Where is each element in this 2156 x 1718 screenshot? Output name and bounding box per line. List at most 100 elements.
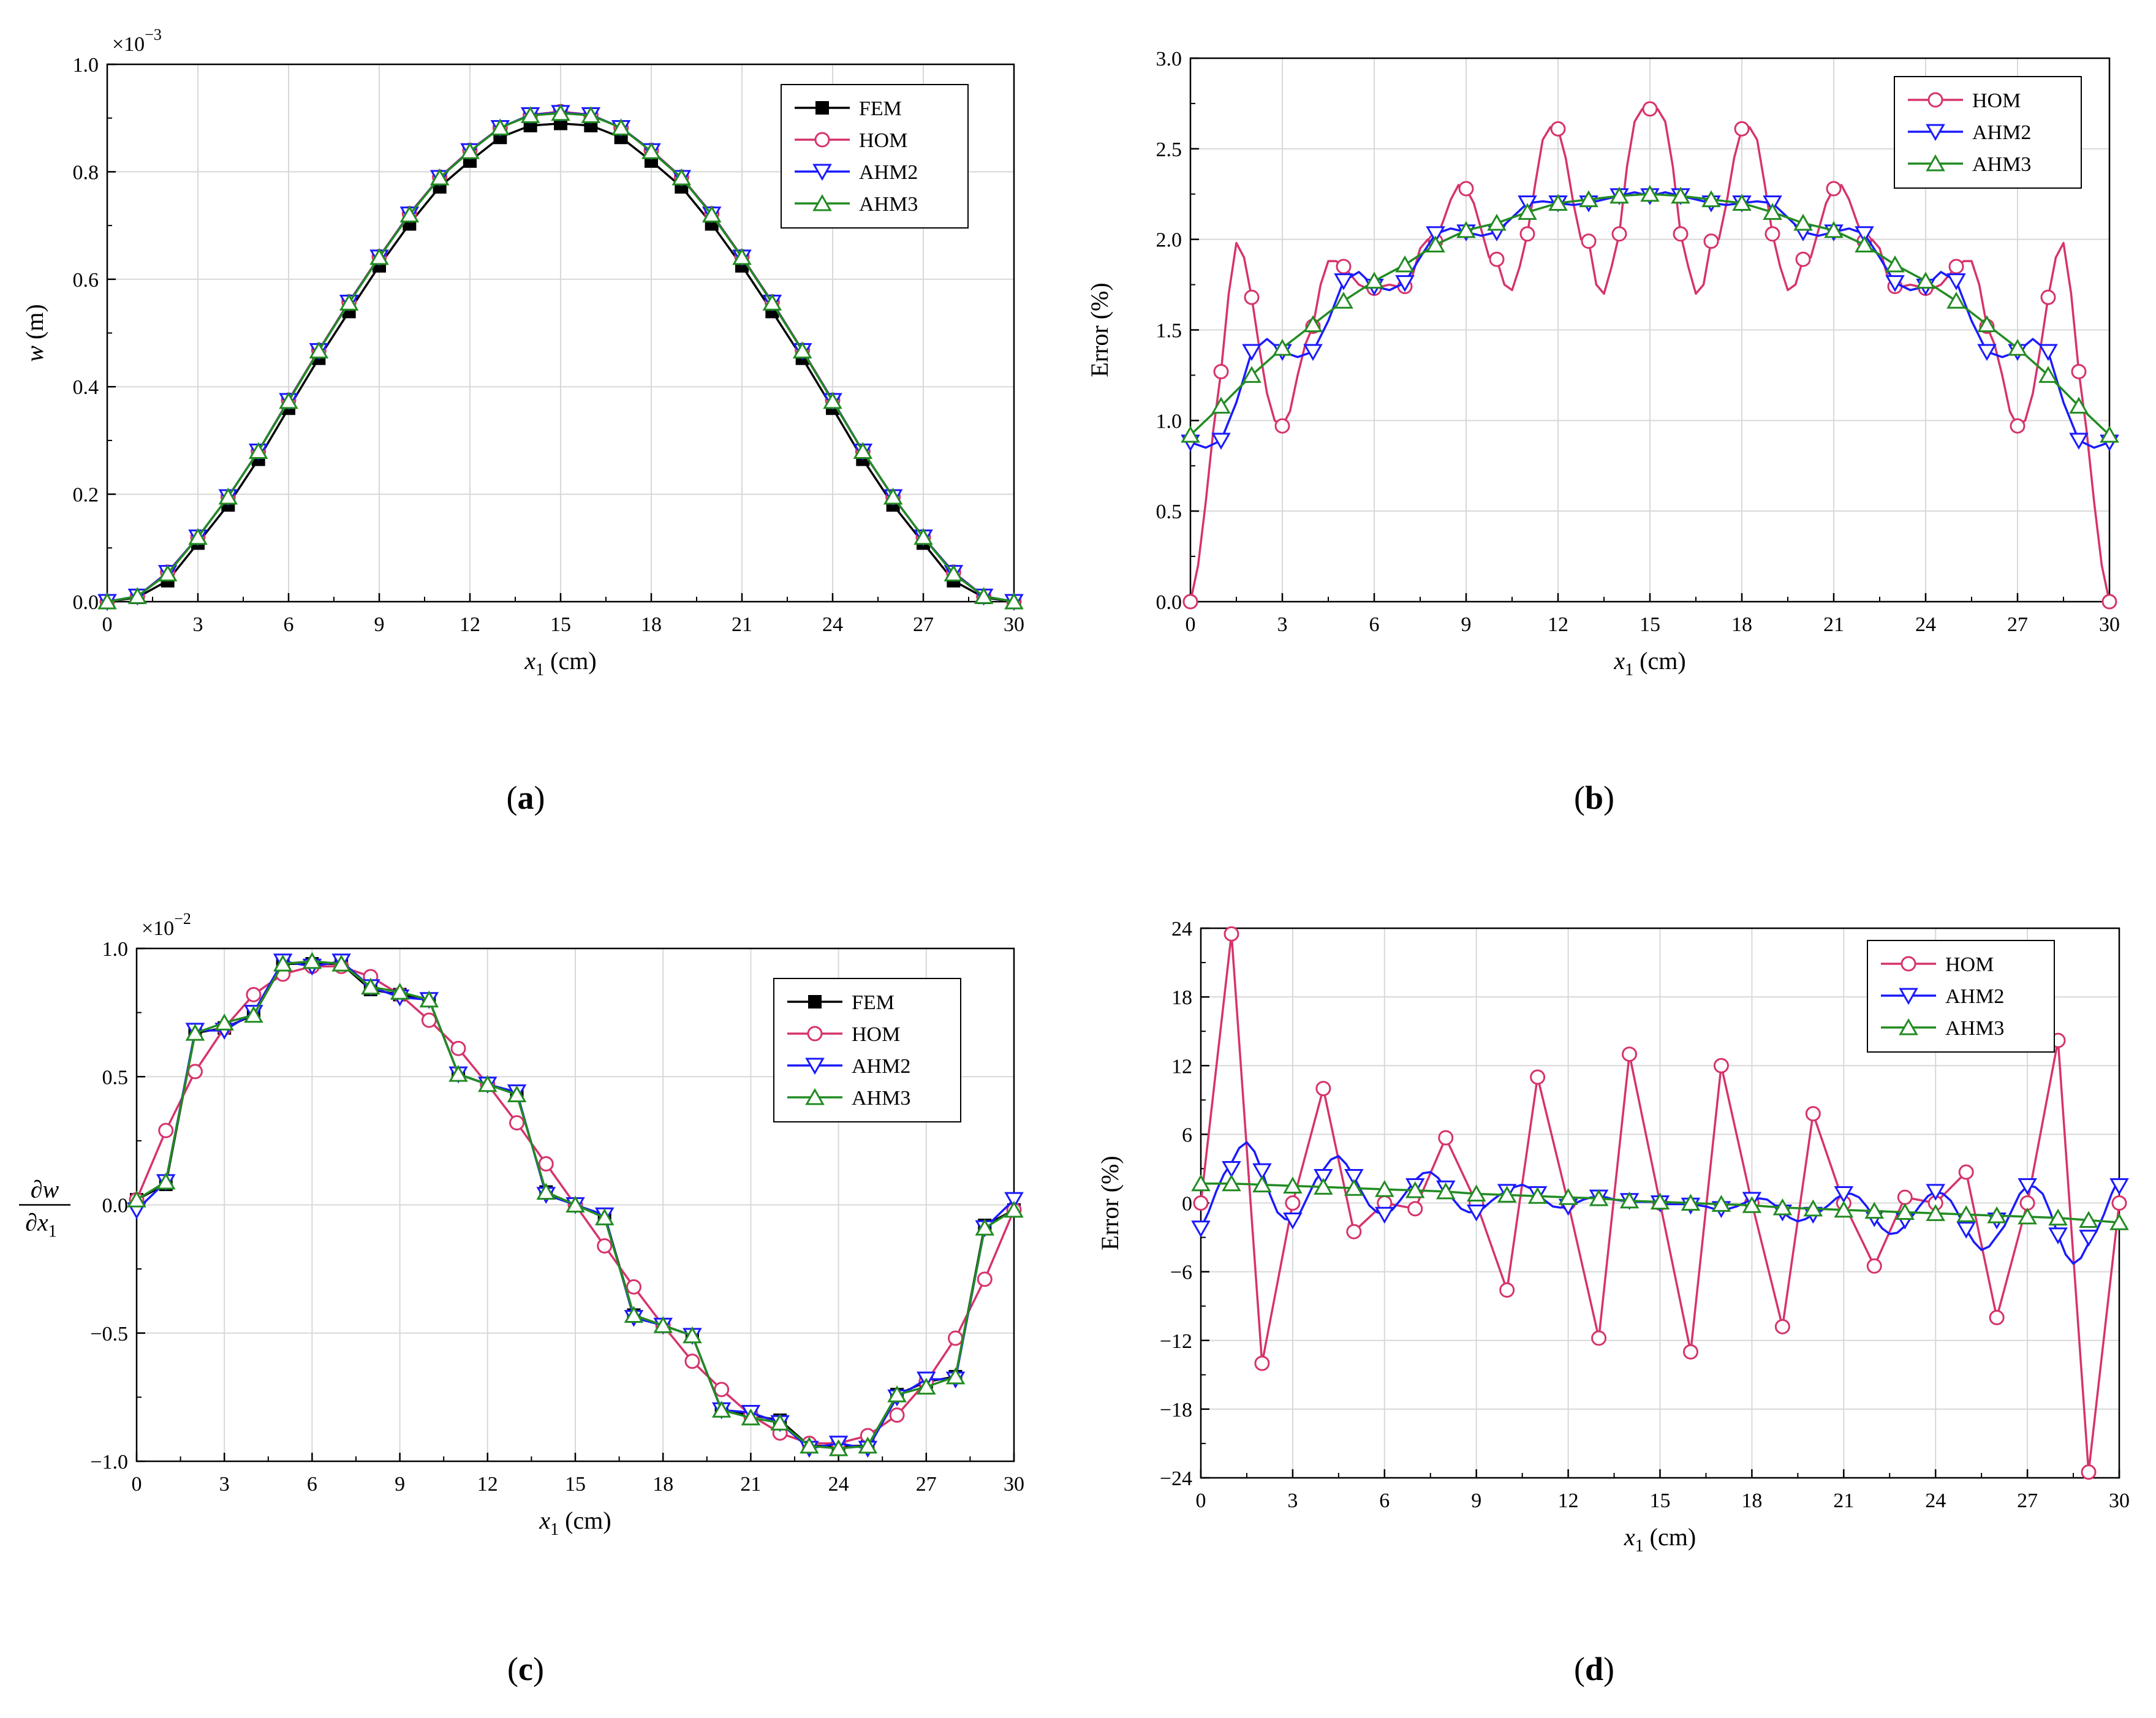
y-tick-label: 1.0 — [73, 54, 99, 77]
data-point-hom — [948, 1330, 964, 1346]
y-tick-label: 2.0 — [1156, 229, 1182, 252]
x-tick-label: 9 — [1471, 1489, 1481, 1512]
y-axis-label: Error (%) — [1086, 282, 1113, 377]
data-point-ahm3 — [507, 1085, 527, 1103]
data-point-ahm3 — [1314, 1178, 1333, 1195]
data-point-hom — [684, 1353, 700, 1369]
legend-label-ahm3: AHM3 — [852, 1087, 910, 1110]
x-tick-label: 12 — [1558, 1489, 1579, 1512]
data-point-ahm3 — [1855, 235, 1874, 253]
data-point-ahm3 — [1772, 1198, 1793, 1216]
data-point-ahm3 — [244, 1005, 263, 1023]
x-tick-label: 24 — [822, 613, 843, 636]
x-tick-label: 24 — [1915, 613, 1936, 636]
data-point-ahm3 — [2109, 1213, 2129, 1230]
data-point-ahm3 — [1895, 1203, 1915, 1220]
data-point-hom — [597, 1238, 613, 1254]
legend-label-hom: HOM — [1945, 953, 1994, 976]
data-point-ahm2 — [2048, 1227, 2068, 1244]
x-axis-label: x1 (cm) — [1613, 647, 1685, 679]
data-point-ahm3 — [1681, 1194, 1701, 1211]
data-point-ahm3 — [883, 487, 903, 505]
data-point-hom — [1591, 1330, 1607, 1346]
data-point-hom — [889, 1407, 905, 1423]
y-tick-label: 1.0 — [1156, 410, 1182, 433]
panel-a-chart: 0 3 6 9 12 15 18 21 24 27 30 0.0 0.2 0.4 0.6 0.8 1.0 ×10−… — [21, 26, 1024, 679]
data-point-ahm3 — [1344, 1179, 1364, 1196]
data-point-ahm3 — [1191, 1174, 1211, 1192]
legend-swatch-marker — [1899, 1018, 1918, 1035]
data-point-hom — [626, 1279, 641, 1295]
data-point-hom — [1254, 1355, 1270, 1371]
legend-label-fem: FEM — [859, 97, 902, 120]
legend-swatch-marker — [1901, 956, 1916, 972]
data-point-hom — [1182, 594, 1198, 610]
ticks: 0 3 6 9 12 15 18 21 24 27 30 0.0 0.5 1.0 1.5 2.0 2.5 3.0 — [1156, 48, 2120, 636]
data-point-ahm2 — [1252, 1163, 1272, 1181]
legend-label-ahm3: AHM3 — [859, 193, 918, 216]
data-point-ahm3 — [1926, 1204, 1945, 1221]
data-point-ahm3 — [490, 118, 510, 135]
y-tick-label: −12 — [1160, 1330, 1192, 1353]
data-point-ahm3 — [157, 564, 178, 581]
y-tick-label: 0.0 — [1156, 591, 1182, 614]
x-tick-label: 30 — [1004, 613, 1024, 636]
data-point-ahm3 — [1466, 1184, 1486, 1202]
data-point-hom — [1244, 289, 1260, 305]
legend-swatch-marker — [815, 101, 829, 115]
y-tick-label: 3.0 — [1156, 48, 1182, 70]
data-point-ahm3 — [1711, 1195, 1731, 1212]
data-point-ahm3 — [611, 118, 631, 135]
x-tick-label: 3 — [1287, 1489, 1298, 1512]
y-tick-label: 0.4 — [73, 376, 99, 399]
x-axis-label: x1 (cm) — [539, 1507, 611, 1539]
data-point-ahm3 — [945, 1367, 966, 1385]
data-point-ahm3 — [671, 168, 692, 186]
data-point-ahm3 — [1977, 315, 1997, 333]
data-point-ahm3 — [823, 392, 842, 409]
data-point-hom — [1530, 1069, 1546, 1085]
y-tick-label: −24 — [1160, 1467, 1192, 1490]
x-tick-label: 6 — [284, 613, 294, 636]
data-point-ahm3 — [1742, 1196, 1762, 1213]
data-point-hom — [1274, 418, 1290, 434]
data-point-ahm3 — [156, 1172, 176, 1190]
data-point-hom — [1193, 1195, 1209, 1211]
data-point-ahm3 — [1222, 1174, 1241, 1192]
data-point-ahm3 — [858, 1436, 878, 1454]
y-tick-label: −1.0 — [90, 1451, 128, 1474]
axis-multiplier: ×10−3 — [112, 26, 162, 56]
data-point-hom — [1622, 1046, 1638, 1062]
x-tick-label: 6 — [1379, 1489, 1390, 1512]
data-point-ahm3 — [1558, 1188, 1578, 1205]
x-tick-label: 0 — [1186, 613, 1196, 636]
y-tick-label: 24 — [1171, 918, 1192, 940]
data-point-ahm3 — [1885, 255, 1905, 273]
data-point-ahm2 — [1191, 1220, 1211, 1238]
data-point-hom — [1673, 226, 1689, 242]
data-point-ahm2 — [1855, 226, 1874, 243]
data-point-ahm3 — [1793, 213, 1813, 231]
x-tick-label: 6 — [1369, 613, 1380, 636]
x-tick-label: 3 — [1277, 613, 1288, 636]
data-point-ahm3 — [1701, 190, 1721, 208]
x-tick-label: 27 — [913, 613, 934, 636]
data-point-hom — [1642, 101, 1658, 117]
series-ahm3 — [1181, 184, 2119, 443]
legend-label-fem: FEM — [852, 991, 895, 1014]
legend: FEM HOM AHM2 AHM3 — [773, 978, 961, 1122]
data-point-ahm3 — [369, 248, 389, 265]
x-tick-label: 6 — [307, 1473, 317, 1496]
x-tick-label: 27 — [2007, 613, 2028, 636]
ticks: 0 3 6 9 12 15 18 21 24 27 30 −24 −18 −12 −6 0 6 12 18 24 — [1160, 918, 2130, 1512]
data-point-ahm3 — [975, 1219, 995, 1236]
data-point-hom — [1458, 181, 1474, 197]
x-tick-label: 18 — [1741, 1489, 1762, 1512]
legend-swatch-marker — [812, 164, 832, 181]
data-point-hom — [714, 1382, 730, 1398]
data-point-hom — [2101, 594, 2117, 610]
data-point-ahm3 — [974, 587, 994, 604]
y-axis-label: Error (%) — [1096, 1156, 1124, 1250]
data-point-ahm2 — [2038, 344, 2058, 361]
x-tick-label: 0 — [1196, 1489, 1206, 1512]
